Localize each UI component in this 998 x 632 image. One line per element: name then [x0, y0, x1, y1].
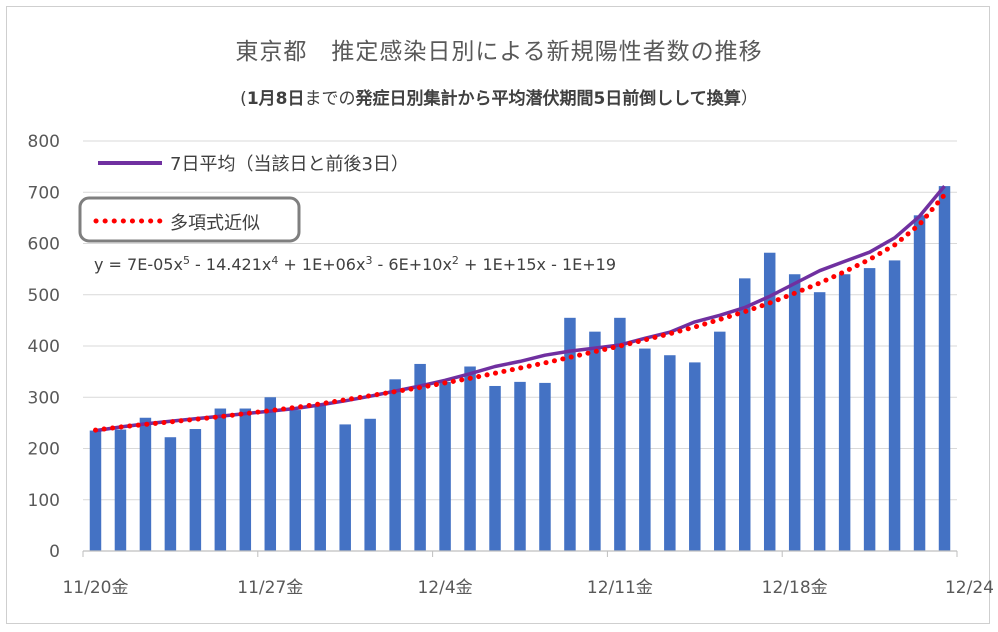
bar	[489, 385, 501, 551]
x-tick-label: 12/11金	[587, 578, 653, 598]
y-tick-label: 300	[28, 388, 60, 408]
bar	[289, 410, 302, 551]
bar	[813, 292, 826, 551]
y-tick-label: 700	[28, 183, 60, 203]
bar	[763, 252, 776, 551]
bar	[863, 268, 876, 551]
equation-exponent: 3	[365, 254, 372, 267]
y-tick-label: 0	[49, 542, 60, 562]
x-tick-label: 12/4金	[417, 578, 472, 598]
bar	[389, 379, 401, 551]
y-tick-label: 200	[28, 440, 60, 460]
bar	[738, 278, 751, 551]
bar	[514, 381, 526, 551]
bar	[913, 215, 926, 551]
bar	[339, 424, 351, 551]
x-tick-label: 12/24	[945, 578, 994, 598]
bar	[364, 418, 376, 551]
equation-part: - 6E+10x	[372, 255, 451, 274]
series-line-trend	[93, 192, 947, 433]
subtitle-close: ）	[740, 89, 758, 109]
bar	[464, 366, 476, 551]
bar	[838, 274, 851, 551]
bar	[689, 362, 701, 551]
bar	[589, 331, 601, 551]
bar	[439, 381, 451, 551]
legend-avg-label: 7日平均（当該日と前後3日）	[170, 154, 409, 175]
subtitle-method: 発症日別集計から平均潜伏期間5日前倒しして換算	[355, 89, 741, 109]
bar	[788, 274, 801, 551]
bar	[888, 260, 901, 551]
bar	[114, 429, 127, 551]
axes	[82, 550, 958, 557]
bars	[89, 186, 951, 551]
bar	[639, 348, 651, 551]
bar	[164, 437, 177, 551]
bar	[214, 408, 227, 551]
x-tick-label: 12/18金	[762, 578, 828, 598]
y-tick-label: 500	[28, 286, 60, 306]
bar	[938, 186, 951, 551]
y-tick-label: 400	[28, 337, 60, 357]
bar	[564, 317, 576, 551]
series-lines	[93, 184, 947, 433]
equation-part: y = 7E-05x	[94, 255, 183, 274]
equation-part: - 14.421x	[190, 255, 271, 274]
equation-exponent: 4	[271, 254, 278, 267]
x-tick-label: 11/20金	[62, 578, 128, 598]
trendline-equation: y = 7E-05x5 - 14.421x4 + 1E+06x3 - 6E+10…	[94, 254, 616, 275]
chart-title: 東京都 推定感染日別による新規陽性者数の推移	[235, 39, 763, 65]
subtitle-open: (	[240, 89, 247, 109]
legend-poly-label: 多項式近似	[170, 213, 260, 234]
bar	[89, 430, 102, 551]
equation-part: + 1E+15x - 1E+19	[459, 255, 616, 274]
bar	[189, 429, 202, 551]
equation-exponent: 2	[452, 254, 459, 267]
legend: 7日平均（当該日と前後3日） 多項式近似	[78, 154, 409, 243]
y-tick-label: 600	[28, 235, 60, 255]
bar	[539, 382, 551, 551]
bar	[239, 408, 252, 551]
bar	[614, 317, 626, 551]
subtitle-made: までの	[304, 89, 356, 109]
bar	[139, 417, 152, 551]
subtitle-date: 1月8日	[246, 89, 305, 109]
bar	[664, 355, 676, 551]
bar	[264, 397, 277, 551]
y-tick-label: 800	[28, 132, 60, 152]
equation-part: + 1E+06x	[278, 255, 365, 274]
y-tick-label: 100	[28, 491, 60, 511]
bar	[314, 404, 326, 551]
tick-labels: 0 100 200 300 400 500 600 700 800 11/20金 11/27金 12/…	[28, 132, 994, 598]
x-tick-label: 11/27金	[237, 578, 303, 598]
bar	[714, 331, 726, 551]
bar	[414, 363, 426, 551]
series-line-avg	[95, 184, 946, 433]
legend-poly-box	[78, 196, 301, 243]
equation-exponent: 5	[183, 254, 190, 267]
chart-subtitle: (1月8日までの発症日別集計から平均潜伏期間5日前倒しして換算）	[0, 84, 998, 109]
